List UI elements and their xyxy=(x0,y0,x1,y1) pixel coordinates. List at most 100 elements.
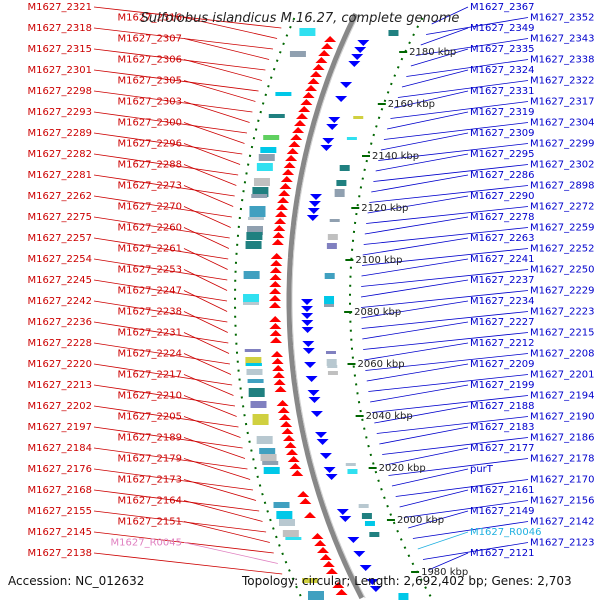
gene-label-m1627-2199[interactable]: M1627_2199 xyxy=(470,380,535,391)
gene-label-m1627-2306[interactable]: M1627_2306 xyxy=(117,55,182,66)
gene-label-m1627-2155[interactable]: M1627_2155 xyxy=(27,506,92,517)
gene-label-m1627-2252[interactable]: M1627_2252 xyxy=(530,244,595,255)
gene-label-m1627-2349[interactable]: M1627_2349 xyxy=(470,23,535,34)
gene-label-purt[interactable]: purT xyxy=(470,464,494,475)
gene-label-m1627-r0045[interactable]: M1627_R0045 xyxy=(111,538,182,549)
gene-label-m1627-2302[interactable]: M1627_2302 xyxy=(530,160,595,171)
gene-label-m1627-2208[interactable]: M1627_2208 xyxy=(530,349,595,360)
gene-label-m1627-2286[interactable]: M1627_2286 xyxy=(470,170,535,181)
gene-label-m1627-2261[interactable]: M1627_2261 xyxy=(117,244,182,255)
gene-label-m1627-2319[interactable]: M1627_2319 xyxy=(470,107,535,118)
gene-label-m1627-2307[interactable]: M1627_2307 xyxy=(117,34,182,45)
gene-label-m1627-2262[interactable]: M1627_2262 xyxy=(27,191,92,202)
gene-label-m1627-2161[interactable]: M1627_2161 xyxy=(470,485,535,496)
gene-label-m1627-2177[interactable]: M1627_2177 xyxy=(470,443,535,454)
gene-label-m1627-2316[interactable]: M1627_2316 xyxy=(117,13,182,24)
gene-label-m1627-2183[interactable]: M1627_2183 xyxy=(470,422,535,433)
gene-label-m1627-2237[interactable]: M1627_2237 xyxy=(470,275,535,286)
gene-label-m1627-2278[interactable]: M1627_2278 xyxy=(470,212,535,223)
gene-label-m1627-2209[interactable]: M1627_2209 xyxy=(470,359,535,370)
gene-label-m1627-2242[interactable]: M1627_2242 xyxy=(27,296,92,307)
gene-label-m1627-2257[interactable]: M1627_2257 xyxy=(27,233,92,244)
gene-label-m1627-2234[interactable]: M1627_2234 xyxy=(470,296,535,307)
gene-label-m1627-2298[interactable]: M1627_2298 xyxy=(27,86,92,97)
gene-label-m1627-2190[interactable]: M1627_2190 xyxy=(530,412,595,423)
gene-label-m1627-2156[interactable]: M1627_2156 xyxy=(530,496,595,507)
gene-label-m1627-2247[interactable]: M1627_2247 xyxy=(117,286,182,297)
gene-label-m1627-2238[interactable]: M1627_2238 xyxy=(117,307,182,318)
gene-label-m1627-2299[interactable]: M1627_2299 xyxy=(530,139,595,150)
gene-label-m1627-2335[interactable]: M1627_2335 xyxy=(470,44,535,55)
gene-label-m1627-2176[interactable]: M1627_2176 xyxy=(27,464,92,475)
gene-label-m1627-2228[interactable]: M1627_2228 xyxy=(27,338,92,349)
gene-label-m1627-2215[interactable]: M1627_2215 xyxy=(530,328,595,339)
gene-label-m1627-2273[interactable]: M1627_2273 xyxy=(117,181,182,192)
gene-label-m1627-2254[interactable]: M1627_2254 xyxy=(27,254,92,265)
gene-label-m1627-2168[interactable]: M1627_2168 xyxy=(27,485,92,496)
gene-label-m1627-2315[interactable]: M1627_2315 xyxy=(27,44,92,55)
gene-label-m1627-2210[interactable]: M1627_2210 xyxy=(117,391,182,402)
gene-label-m1627-2253[interactable]: M1627_2253 xyxy=(117,265,182,276)
gene-label-m1627-2317[interactable]: M1627_2317 xyxy=(530,97,595,108)
gene-label-m1627-2202[interactable]: M1627_2202 xyxy=(27,401,92,412)
gene-label-m1627-2250[interactable]: M1627_2250 xyxy=(530,265,595,276)
gene-label-m1627-2275[interactable]: M1627_2275 xyxy=(27,212,92,223)
gene-label-m1627-2338[interactable]: M1627_2338 xyxy=(530,55,595,66)
gene-label-m1627-2322[interactable]: M1627_2322 xyxy=(530,76,595,87)
gene-label-m1627-2151[interactable]: M1627_2151 xyxy=(117,517,182,528)
gene-label-m1627-2142[interactable]: M1627_2142 xyxy=(530,517,595,528)
gene-label-m1627-2282[interactable]: M1627_2282 xyxy=(27,149,92,160)
gene-label-m1627-2170[interactable]: M1627_2170 xyxy=(530,475,595,486)
gene-label-m1627-2245[interactable]: M1627_2245 xyxy=(27,275,92,286)
gene-label-m1627-2321[interactable]: M1627_2321 xyxy=(27,2,92,13)
gene-label-m1627-2270[interactable]: M1627_2270 xyxy=(117,202,182,213)
gene-label-m1627-2331[interactable]: M1627_2331 xyxy=(470,86,535,97)
gene-label-m1627-2263[interactable]: M1627_2263 xyxy=(470,233,535,244)
gene-label-m1627-2178[interactable]: M1627_2178 xyxy=(530,454,595,465)
gene-label-m1627-2296[interactable]: M1627_2296 xyxy=(117,139,182,150)
gene-label-m1627-2304[interactable]: M1627_2304 xyxy=(530,118,595,129)
gene-label-m1627-2260[interactable]: M1627_2260 xyxy=(117,223,182,234)
gene-label-m1627-2290[interactable]: M1627_2290 xyxy=(470,191,535,202)
gene-label-m1627-2184[interactable]: M1627_2184 xyxy=(27,443,92,454)
gene-label-m1627-2288[interactable]: M1627_2288 xyxy=(117,160,182,171)
gene-label-m1627-2300[interactable]: M1627_2300 xyxy=(117,118,182,129)
gene-label-m1627-2213[interactable]: M1627_2213 xyxy=(27,380,92,391)
gene-label-m1627-2164[interactable]: M1627_2164 xyxy=(117,496,182,507)
gene-label-m1627-2217[interactable]: M1627_2217 xyxy=(117,370,182,381)
gene-label-m1627-2343[interactable]: M1627_2343 xyxy=(530,34,595,45)
gene-label-m1627-2236[interactable]: M1627_2236 xyxy=(27,317,92,328)
gene-label-m1627-2224[interactable]: M1627_2224 xyxy=(117,349,182,360)
gene-label-m1627-2149[interactable]: M1627_2149 xyxy=(470,506,535,517)
gene-label-m1627-2138[interactable]: M1627_2138 xyxy=(27,548,92,559)
gene-label-m1627-2898[interactable]: M1627_2898 xyxy=(530,181,595,192)
gene-label-m1627-2189[interactable]: M1627_2189 xyxy=(117,433,182,444)
gene-label-m1627-2367[interactable]: M1627_2367 xyxy=(470,2,535,13)
gene-label-m1627-2186[interactable]: M1627_2186 xyxy=(530,433,595,444)
gene-label-m1627-2309[interactable]: M1627_2309 xyxy=(470,128,535,139)
gene-label-m1627-2259[interactable]: M1627_2259 xyxy=(530,223,595,234)
gene-label-m1627-2305[interactable]: M1627_2305 xyxy=(117,76,182,87)
gene-label-m1627-2293[interactable]: M1627_2293 xyxy=(27,107,92,118)
gene-label-m1627-2281[interactable]: M1627_2281 xyxy=(27,170,92,181)
gene-label-m1627-2324[interactable]: M1627_2324 xyxy=(470,65,535,76)
gene-label-m1627-2318[interactable]: M1627_2318 xyxy=(27,23,92,34)
gene-label-m1627-2197[interactable]: M1627_2197 xyxy=(27,422,92,433)
gene-label-m1627-2295[interactable]: M1627_2295 xyxy=(470,149,535,160)
gene-label-m1627-2121[interactable]: M1627_2121 xyxy=(470,548,535,559)
gene-label-m1627-2194[interactable]: M1627_2194 xyxy=(530,391,595,402)
gene-label-m1627-2231[interactable]: M1627_2231 xyxy=(117,328,182,339)
gene-label-m1627-2220[interactable]: M1627_2220 xyxy=(27,359,92,370)
gene-label-m1627-2303[interactable]: M1627_2303 xyxy=(117,97,182,108)
gene-label-m1627-2201[interactable]: M1627_2201 xyxy=(530,370,595,381)
gene-label-m1627-2145[interactable]: M1627_2145 xyxy=(27,527,92,538)
gene-label-m1627-2301[interactable]: M1627_2301 xyxy=(27,65,92,76)
gene-label-m1627-2123[interactable]: M1627_2123 xyxy=(530,538,595,549)
gene-label-m1627-2241[interactable]: M1627_2241 xyxy=(470,254,535,265)
gene-label-m1627-2212[interactable]: M1627_2212 xyxy=(470,338,535,349)
gene-label-m1627-2227[interactable]: M1627_2227 xyxy=(470,317,535,328)
gene-label-m1627-2205[interactable]: M1627_2205 xyxy=(117,412,182,423)
gene-label-m1627-2289[interactable]: M1627_2289 xyxy=(27,128,92,139)
gene-label-m1627-2188[interactable]: M1627_2188 xyxy=(470,401,535,412)
gene-label-m1627-2272[interactable]: M1627_2272 xyxy=(530,202,595,213)
